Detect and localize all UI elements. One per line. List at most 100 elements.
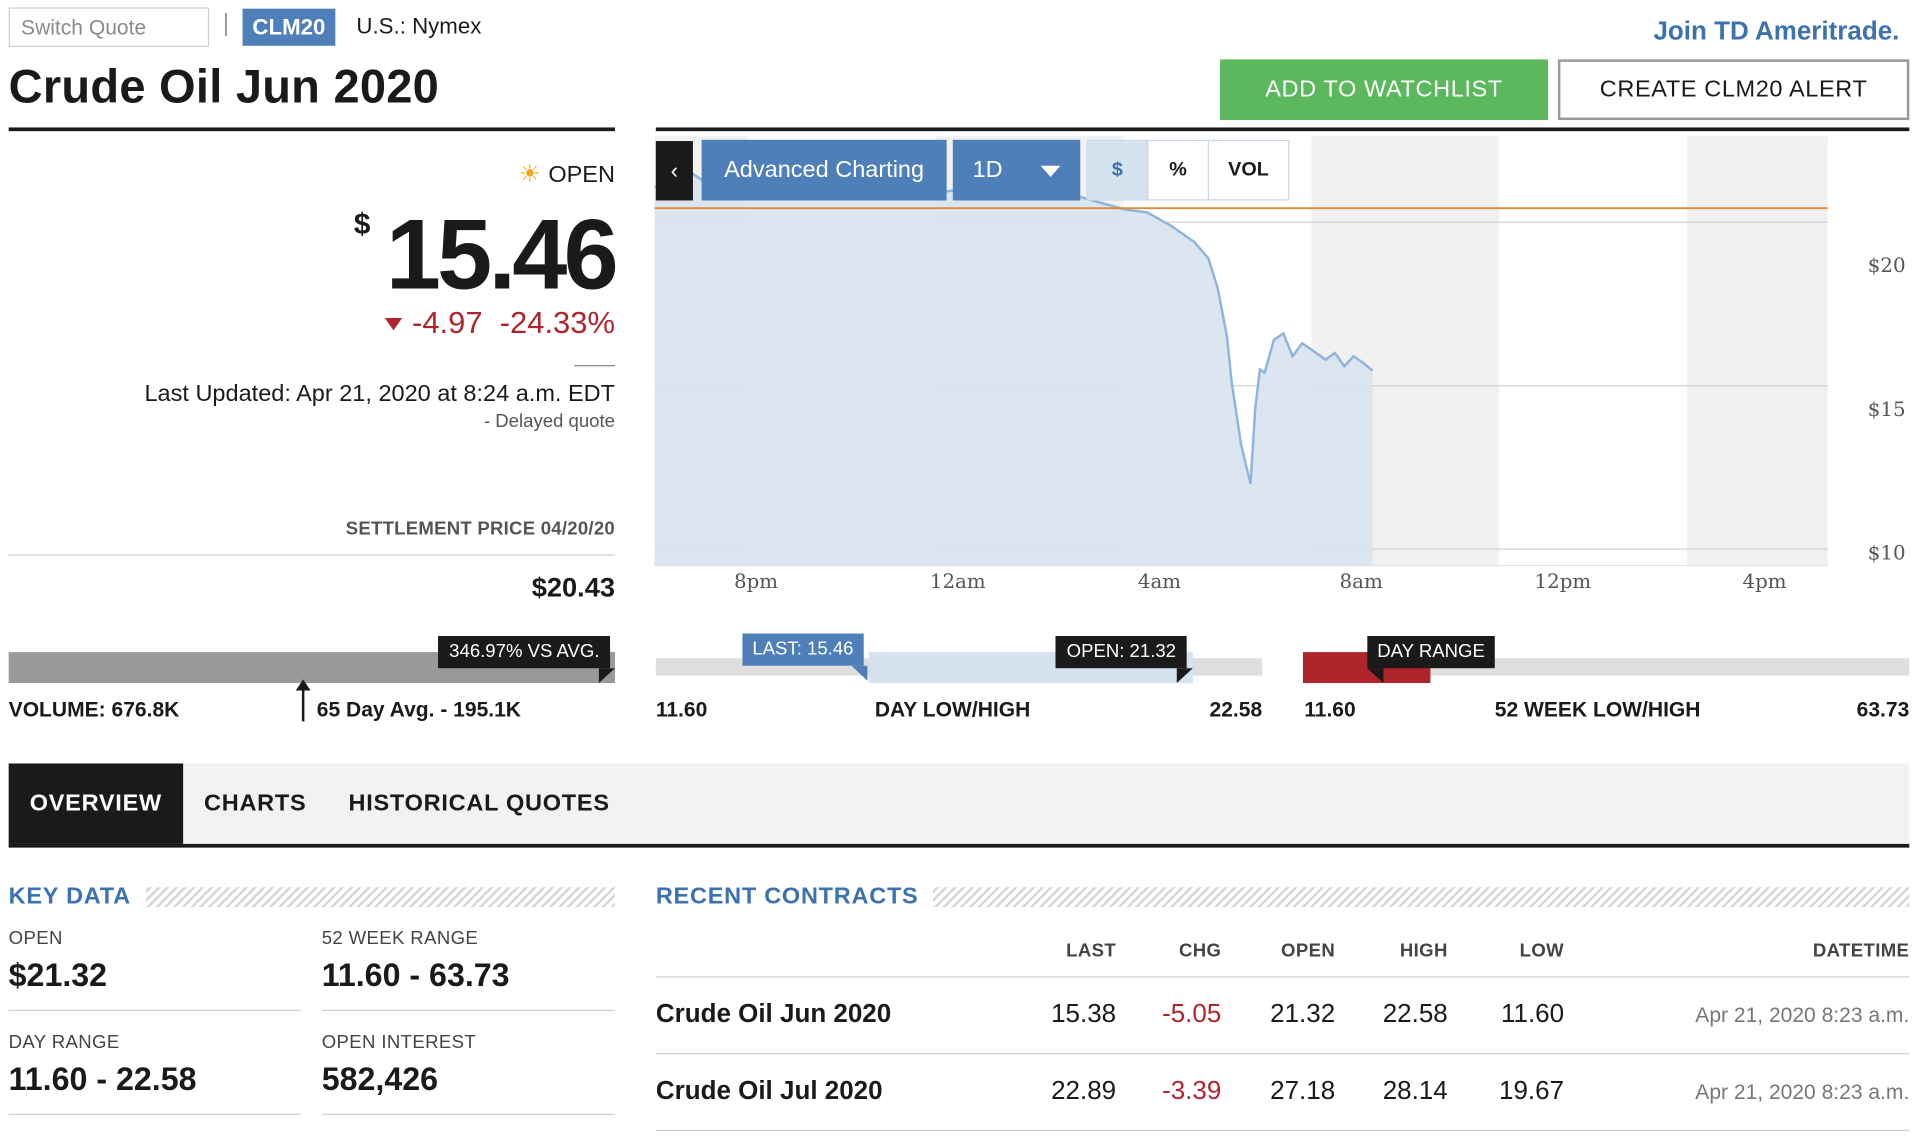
day-range-badge: DAY RANGE	[1367, 636, 1495, 669]
contract-open: 27.18	[1270, 1076, 1336, 1105]
contract-chg: -3.39	[1162, 1076, 1222, 1105]
add-to-watchlist-button[interactable]: ADD TO WATCHLIST	[1220, 59, 1548, 121]
join-td-ameritrade-link[interactable]: Join TD Ameritrade.	[1653, 17, 1900, 46]
open-price-badge: OPEN: 21.32	[1055, 636, 1188, 669]
advanced-charting-button[interactable]: Advanced Charting	[701, 139, 947, 201]
contract-last: 15.38	[1051, 999, 1117, 1029]
up-arrow-icon	[295, 679, 311, 691]
avg-volume-label: 65 Day Avg. - 195.1K	[316, 697, 522, 722]
tab-charts[interactable]: CHARTS	[204, 790, 307, 817]
create-alert-button[interactable]: CREATE CLM20 ALERT	[1557, 59, 1910, 121]
day-low: 11.60	[655, 697, 708, 722]
table-row-divider	[655, 1053, 1910, 1055]
week52-label: 52 WEEK LOW/HIGH	[1494, 697, 1701, 722]
key-data-divider	[8, 1009, 301, 1011]
tab-historical-quotes[interactable]: HISTORICAL QUOTES	[348, 790, 610, 817]
tabs-divider	[8, 843, 1910, 848]
caret-down-icon	[1040, 165, 1061, 177]
quote-tabs: OVERVIEW CHARTS HISTORICAL QUOTES	[8, 763, 1910, 844]
toggle-dollar[interactable]: $	[1087, 141, 1149, 200]
y-tick-15: $15	[1867, 397, 1906, 421]
x-tick-8pm: 8pm	[734, 569, 779, 593]
contract-name[interactable]: Crude Oil Jul 2020	[655, 1076, 883, 1105]
volume-badge-pointer	[598, 668, 615, 684]
week52-high: 63.73	[1856, 697, 1910, 722]
key-day-range-label: DAY RANGE	[8, 1031, 120, 1054]
contract-open: 21.32	[1270, 999, 1336, 1029]
contract-name[interactable]: Crude Oil Jun 2020	[655, 999, 892, 1029]
toggle-percent[interactable]: %	[1148, 141, 1209, 200]
last-price: 15.46	[385, 199, 619, 310]
contract-low: 11.60	[1500, 999, 1565, 1029]
col-high: HIGH	[1399, 940, 1448, 962]
quote-divider	[574, 365, 615, 367]
last-price-badge: LAST: 15.46	[742, 633, 864, 666]
contract-chg: -5.05	[1162, 999, 1222, 1029]
price-change: -4.97 -24.33%	[371, 306, 615, 342]
day-range-badge-pointer	[1367, 668, 1384, 684]
chart-area	[654, 170, 1373, 566]
contract-high: 22.58	[1382, 999, 1448, 1029]
key-52week-label: 52 WEEK RANGE	[321, 928, 479, 950]
col-open: OPEN	[1281, 940, 1336, 962]
recent-contracts-title: RECENT CONTRACTS	[655, 883, 934, 911]
open-badge-pointer	[1176, 668, 1193, 684]
switch-quote-input[interactable]: Switch Quote	[8, 7, 210, 48]
toggle-volume[interactable]: VOL	[1228, 159, 1269, 181]
key-data-hatch	[8, 887, 615, 908]
x-tick-12pm: 12pm	[1534, 569, 1592, 593]
y-tick-20: $20	[1867, 253, 1906, 278]
exchange-label: U.S.: Nymex	[356, 13, 482, 39]
key-day-range-value: 11.60 - 22.58	[8, 1060, 197, 1098]
key-data-divider	[321, 1009, 615, 1011]
table-row-divider	[655, 1129, 1910, 1131]
last-updated: Last Updated: Apr 21, 2020 at 8:24 a.m. …	[144, 381, 615, 408]
change-percent: -24.33%	[499, 305, 615, 341]
key-open-value: $21.32	[8, 956, 108, 994]
contract-datetime: Apr 21, 2020 8:23 a.m.	[1695, 1003, 1910, 1028]
market-status: ☀ OPEN	[507, 158, 615, 189]
x-tick-8am: 8am	[1339, 569, 1383, 593]
price-chart[interactable]	[654, 136, 1910, 569]
contract-high: 28.14	[1382, 1076, 1448, 1105]
x-tick-4pm: 4pm	[1742, 569, 1787, 593]
sun-icon: ☀	[518, 160, 541, 189]
settlement-value: $20.43	[531, 571, 615, 603]
settlement-divider	[8, 554, 615, 556]
chart-mode-toggle: $ % VOL	[1086, 139, 1290, 201]
y-tick-10: $10	[1867, 540, 1906, 565]
chart-band	[1686, 136, 1828, 566]
change-value: -4.97	[412, 305, 483, 341]
col-low: LOW	[1519, 940, 1565, 962]
title-divider	[8, 127, 615, 132]
chart-top-divider	[655, 127, 1910, 132]
contract-low: 19.67	[1499, 1076, 1565, 1105]
market-status-label: OPEN	[548, 162, 615, 189]
down-arrow-icon	[384, 318, 403, 331]
day-high: 22.58	[1209, 697, 1263, 722]
chart-range-value: 1D	[972, 157, 1003, 184]
contract-last: 22.89	[1051, 1076, 1117, 1105]
key-open-interest-value: 582,426	[321, 1060, 439, 1098]
delayed-quote-note: - Delayed quote	[483, 410, 615, 432]
volume-label: VOLUME: 676.8K	[8, 697, 180, 722]
header-divider: |	[222, 9, 230, 38]
key-open-label: OPEN	[8, 928, 63, 950]
currency-symbol: $	[353, 207, 371, 242]
collapse-chevron-button[interactable]: ‹	[655, 141, 693, 201]
chart-range-dropdown[interactable]: 1D	[952, 139, 1081, 201]
recent-contracts-hatch	[655, 887, 1910, 908]
page-title: Crude Oil Jun 2020	[8, 61, 440, 114]
tab-overview[interactable]: OVERVIEW	[8, 763, 183, 844]
volume-vs-avg-badge: 346.97% VS AVG.	[438, 636, 611, 669]
last-badge-pointer	[851, 665, 868, 681]
day-range-label: DAY LOW/HIGH	[874, 697, 1031, 722]
key-data-divider	[8, 1113, 301, 1115]
col-chg: CHG	[1178, 940, 1222, 962]
key-52week-value: 11.60 - 63.73	[321, 956, 510, 994]
table-header-divider	[655, 976, 1910, 978]
key-open-interest-label: OPEN INTEREST	[321, 1031, 477, 1054]
avg-marker-line	[301, 681, 305, 722]
col-last: LAST	[1066, 940, 1117, 962]
contract-datetime: Apr 21, 2020 8:23 a.m.	[1695, 1080, 1910, 1104]
